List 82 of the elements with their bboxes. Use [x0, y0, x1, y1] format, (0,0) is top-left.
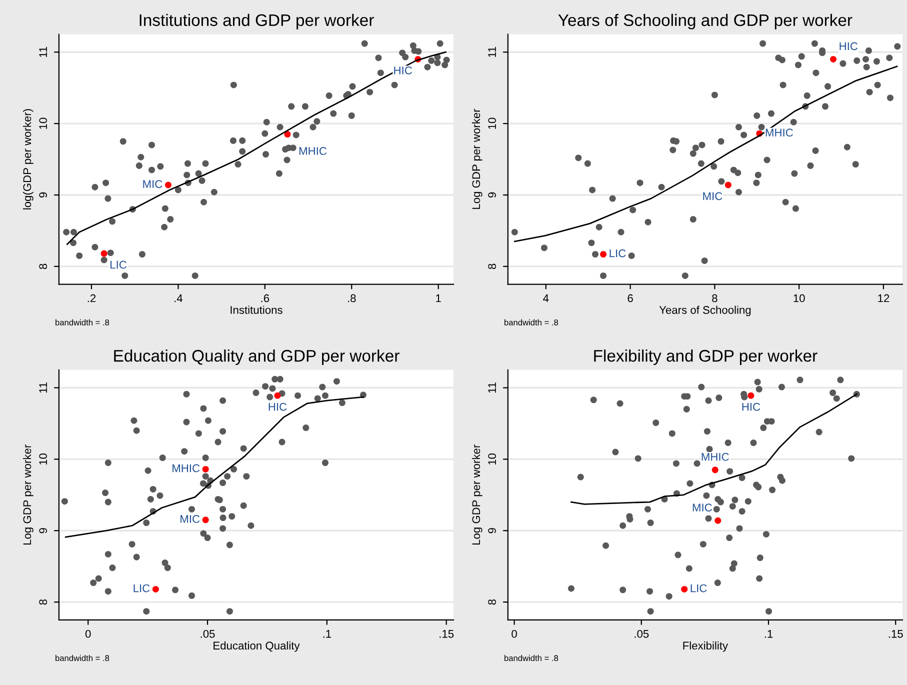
- x-tick-label: 10: [794, 294, 805, 302]
- y-tick-label: 11: [488, 46, 496, 58]
- annotation: MIC: [180, 515, 200, 523]
- y-tick-label: 11: [39, 46, 47, 58]
- chart-title: Years of Schooling and GDP per worker: [558, 14, 852, 30]
- point: [712, 466, 718, 474]
- point: [284, 131, 291, 138]
- x-tick-label: .15: [440, 630, 454, 638]
- text: bandwidth = .8: [504, 319, 558, 326]
- point: [600, 251, 607, 258]
- annotation: MHIC: [766, 128, 793, 137]
- x-axis-title: Institutions: [230, 306, 282, 314]
- point: [724, 182, 732, 188]
- x-tick-label: 0: [512, 630, 517, 638]
- chart-title: Education Quality and GDP per worker: [114, 349, 400, 366]
- point: [164, 182, 172, 188]
- x-tick-label: .05: [200, 630, 215, 638]
- point: [274, 392, 281, 399]
- point: [152, 586, 159, 592]
- x-tick-label: 6: [628, 294, 633, 302]
- x-tick-label: .4: [174, 294, 182, 302]
- y-tick-label: 9: [488, 192, 496, 198]
- x-tick-label: .1: [764, 630, 773, 638]
- y-tick-label: 8: [39, 264, 48, 270]
- chart-title: Institutions and GDP per worker: [140, 14, 374, 30]
- y-tick-label: 9: [488, 528, 496, 534]
- text: bandwidth = .8: [504, 654, 558, 662]
- y-tick-label: 8: [39, 599, 48, 605]
- x-tick-label: .15: [888, 630, 903, 638]
- y-tick-label: 10: [39, 453, 48, 465]
- x-tick-label: .1: [323, 630, 332, 638]
- point: [681, 586, 688, 592]
- annotation: MIC: [143, 180, 162, 188]
- annotation: HIC: [268, 402, 287, 411]
- y-tick-label: 10: [488, 118, 496, 129]
- x-axis-title: Flexibility: [683, 641, 728, 652]
- annotation: LIC: [110, 260, 126, 269]
- x-tick-label: .8: [348, 294, 356, 302]
- x-tick-label: 4: [543, 294, 549, 302]
- y-tick-label: 10: [39, 118, 48, 129]
- annotation: HIC: [394, 66, 412, 74]
- annotation: HIC: [840, 42, 858, 50]
- point: [830, 56, 837, 63]
- annotation: MIC: [703, 192, 722, 200]
- text: bandwidth = .8: [56, 654, 110, 662]
- x-tick-label: .05: [634, 630, 649, 638]
- point: [202, 516, 209, 524]
- x-axis-title: Years of Schooling: [659, 306, 751, 316]
- line-series: [66, 51, 446, 245]
- annotation: MHIC: [172, 464, 200, 472]
- point: [714, 517, 722, 524]
- x-tick-label: .2: [88, 294, 96, 302]
- annotation: HIC: [742, 402, 760, 411]
- x-axis-title: Education Quality: [214, 641, 300, 652]
- point: [202, 466, 209, 472]
- x-tick-label: 1: [436, 294, 441, 302]
- annotation: LIC: [690, 584, 707, 592]
- annotation: LIC: [610, 249, 626, 258]
- y-axis-title: Log GDP per worker: [472, 108, 482, 209]
- y-tick-label: 11: [488, 382, 496, 393]
- y-axis-title: log(GDP per worker): [22, 109, 34, 210]
- x-tick-label: .6: [261, 294, 270, 302]
- point: [100, 250, 108, 257]
- y-tick-label: 8: [488, 264, 496, 270]
- line-series: [514, 66, 898, 242]
- y-tick-label: 10: [488, 453, 496, 465]
- text: bandwidth = .8: [56, 319, 110, 326]
- y-tick-label: 8: [488, 599, 496, 605]
- annotation: MHIC: [299, 147, 327, 155]
- annotation: LIC: [134, 584, 150, 592]
- y-tick-label: 9: [39, 528, 48, 534]
- annotation: MIC: [692, 504, 712, 512]
- x-tick-label: 12: [878, 294, 890, 302]
- chart-title: Flexibility and GDP per worker: [594, 349, 818, 366]
- x-tick-label: 8: [712, 294, 718, 302]
- y-tick-label: 11: [39, 382, 47, 393]
- x-tick-label: 0: [85, 630, 91, 638]
- point: [748, 392, 754, 399]
- annotation: MHIC: [702, 452, 729, 461]
- y-axis-title: Log GDP per worker: [22, 444, 34, 545]
- y-tick-label: 9: [39, 192, 48, 198]
- y-axis-title: Log GDP per worker: [472, 444, 482, 545]
